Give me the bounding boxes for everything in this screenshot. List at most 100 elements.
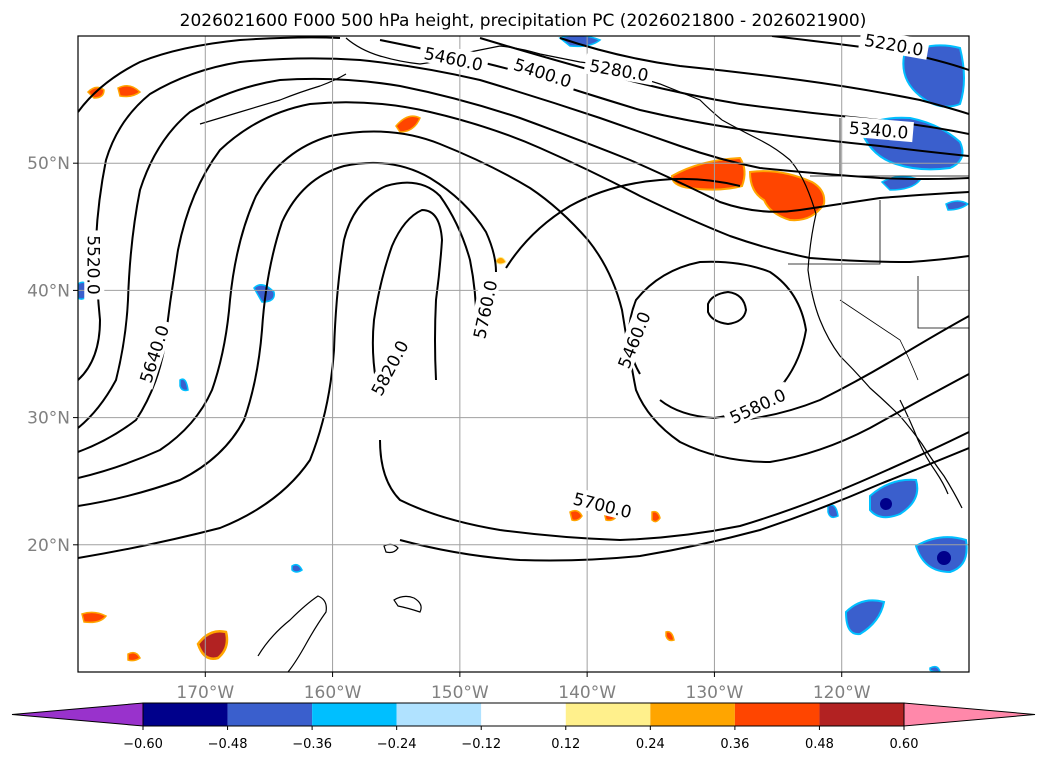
contour-5280-n bbox=[559, 37, 969, 115]
contour-5700-trough bbox=[78, 130, 969, 479]
precip-blob-subtropic-1 bbox=[569, 509, 583, 522]
x-tick-label: 130°W bbox=[686, 683, 744, 703]
x-tick-label: 170°W bbox=[176, 683, 234, 703]
contour-5460-arc bbox=[78, 36, 341, 113]
colorbar-segment bbox=[143, 703, 228, 726]
contour-5580-band bbox=[78, 77, 969, 429]
colorbar-frame bbox=[142, 702, 905, 727]
chart-title: 2026021600 F000 500 hPa height, precipit… bbox=[180, 11, 867, 31]
contour-5760-east bbox=[505, 177, 741, 269]
contour-label-bg bbox=[133, 317, 174, 390]
precip-blob-south-2 bbox=[81, 611, 108, 624]
map-area bbox=[78, 36, 969, 672]
map-layers bbox=[78, 36, 969, 672]
x-tick-label: 150°W bbox=[431, 683, 489, 703]
contour-label-bg bbox=[507, 51, 579, 93]
hawaii-big bbox=[393, 595, 422, 613]
baja-coast bbox=[899, 399, 949, 495]
precip-neg-pacific-5 bbox=[827, 504, 839, 519]
precip-blob-south-4 bbox=[665, 630, 675, 642]
precip-neg-pacific-6 bbox=[929, 665, 941, 672]
colorbar-segment bbox=[565, 703, 651, 726]
colorbar-tick-label: 0.12 bbox=[551, 737, 580, 752]
colorbar-tick-label: 0.24 bbox=[636, 737, 665, 752]
colorbar-extend-high bbox=[903, 702, 1036, 727]
colorbar-segment bbox=[650, 703, 735, 726]
lat-lon-grid bbox=[78, 36, 969, 672]
colorbar-tick-label: −0.48 bbox=[208, 737, 248, 752]
y-tick-label: 30°N bbox=[27, 409, 70, 429]
precip-blob-gulf bbox=[395, 115, 421, 133]
contour-label-bg bbox=[858, 28, 930, 60]
colorbar-segment bbox=[227, 703, 313, 726]
precip-neg-mexico-3 bbox=[844, 599, 886, 636]
precip-neg-pacific-4 bbox=[179, 378, 189, 392]
state-border-1 bbox=[788, 200, 881, 265]
contour-label-bg bbox=[843, 116, 914, 143]
y-tick-label: 20°N bbox=[27, 536, 70, 556]
precip-neg-pacific-3 bbox=[291, 563, 303, 573]
colorbar-tick-label: 0.36 bbox=[720, 737, 749, 752]
alaska-coast bbox=[345, 37, 723, 121]
x-axis-ticks: 170°W 160°W 150°W 140°W 130°W 120°W bbox=[176, 672, 871, 703]
contour-5760-south bbox=[399, 447, 969, 562]
state-border-2 bbox=[839, 299, 919, 381]
precip-neg-core-2 bbox=[937, 551, 951, 565]
contour-5820-outer bbox=[78, 181, 478, 559]
colorbar-tick-label: −0.36 bbox=[292, 737, 332, 752]
y-tick-label: 40°N bbox=[27, 281, 70, 301]
aleutian-chain bbox=[199, 73, 347, 125]
precip-blob-subtropic-3 bbox=[651, 510, 661, 523]
contour-label-bg bbox=[583, 53, 655, 86]
colorbar-segment bbox=[481, 703, 566, 726]
x-tick-label: 160°W bbox=[304, 683, 362, 703]
us-west-coast bbox=[807, 213, 963, 509]
precip-blob-pacific-nw bbox=[670, 156, 746, 191]
state-border-3 bbox=[917, 276, 969, 329]
precip-neg-core-1 bbox=[880, 498, 892, 510]
x-tick-label: 140°W bbox=[558, 683, 616, 703]
precip-blob-small-1 bbox=[495, 256, 507, 265]
contour-5700-south bbox=[379, 431, 969, 542]
x-tick-label: 120°W bbox=[813, 683, 871, 703]
contour-label-bg bbox=[721, 381, 793, 429]
colorbar: −0.60 −0.48 −0.36 −0.24 −0.12 0.12 0.24 0.36 0.4… bbox=[11, 702, 1036, 752]
contour-label: 5520.0 bbox=[82, 230, 105, 300]
colorbar-tick-label: 0.48 bbox=[805, 737, 834, 752]
precip-neg-canada-2 bbox=[902, 44, 965, 108]
contour-label-bg bbox=[84, 230, 105, 300]
contour-5400-cutoff bbox=[707, 290, 748, 326]
colorbar-extend-low bbox=[11, 702, 144, 727]
precip-neg-pacific-1 bbox=[253, 284, 275, 303]
contour-5400-n bbox=[379, 39, 969, 157]
precip-blob-south-3 bbox=[127, 651, 141, 662]
contour-5820-inner bbox=[371, 208, 444, 401]
contour-label-bg bbox=[467, 273, 502, 346]
precip-blob-aleutian-2 bbox=[117, 85, 142, 98]
colorbar-tick-label: −0.24 bbox=[377, 737, 417, 752]
map-frame bbox=[77, 35, 970, 673]
colorbar-segment bbox=[819, 703, 904, 726]
island-south bbox=[257, 595, 327, 672]
colorbar-tick-label: −0.12 bbox=[461, 737, 501, 752]
contour-label-bg bbox=[566, 486, 639, 523]
contour-label-text: 5520.0 bbox=[82, 235, 102, 294]
colorbar-segment bbox=[734, 703, 820, 726]
precip-blob-vancouver bbox=[748, 170, 826, 222]
precip-neg-canada-3 bbox=[558, 36, 602, 48]
colorbar-segment bbox=[396, 703, 482, 726]
contour-5520-loop bbox=[78, 57, 969, 381]
contour-label-bg bbox=[363, 332, 414, 403]
contour-label-bg bbox=[611, 303, 656, 376]
contour-5580-east bbox=[739, 315, 969, 421]
colorbar-tick-label: 0.60 bbox=[890, 737, 919, 752]
coastlines bbox=[199, 37, 969, 672]
precip-neg-canada-5 bbox=[945, 200, 969, 211]
colorbar-tick-label: −0.60 bbox=[123, 737, 163, 752]
precip-positive bbox=[81, 85, 826, 662]
colorbar-segment bbox=[312, 703, 397, 726]
y-axis-ticks: 50°N 40°N 30°N 20°N bbox=[27, 154, 78, 556]
y-tick-label: 50°N bbox=[27, 154, 70, 174]
contour-label-bg bbox=[417, 40, 490, 75]
